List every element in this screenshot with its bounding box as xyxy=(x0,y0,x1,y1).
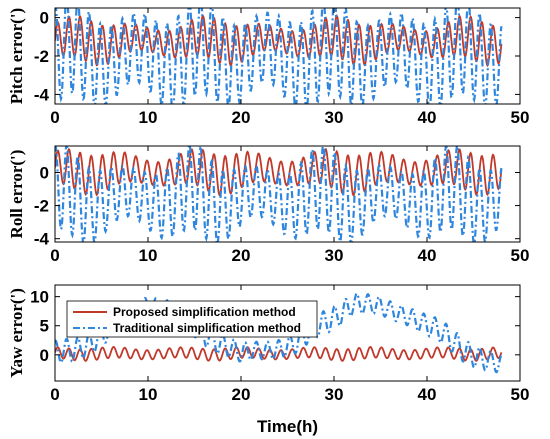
axes-frame xyxy=(54,284,521,382)
x-tick-label: 0 xyxy=(50,246,59,265)
series-line-proposed xyxy=(55,14,503,68)
y-tick-label: -2 xyxy=(34,47,49,66)
x-tick-label: 30 xyxy=(325,246,344,265)
x-tick-label: 0 xyxy=(50,385,59,404)
y-tick-label: 0 xyxy=(40,346,49,365)
y-axis-label: Pitch error(') xyxy=(7,8,26,104)
x-tick-label: 40 xyxy=(418,385,437,404)
x-tick-label: 20 xyxy=(232,385,251,404)
x-tick-label: 20 xyxy=(232,108,251,127)
y-axis-label: Roll error(') xyxy=(7,150,26,239)
x-tick-label: 40 xyxy=(418,246,437,265)
x-tick-label: 30 xyxy=(325,385,344,404)
y-tick-label: -4 xyxy=(34,230,50,249)
x-tick-label: 10 xyxy=(139,108,158,127)
x-axis-label: Time(h) xyxy=(257,417,318,436)
y-tick-label: 0 xyxy=(40,163,49,182)
y-tick-label: -2 xyxy=(34,197,49,216)
series-line-traditional xyxy=(55,8,503,104)
x-tick-label: 10 xyxy=(139,385,158,404)
panel-2: 0 10 20 30 40 50 0 -2 -4 Roll error(') xyxy=(7,145,530,265)
series-line-proposed xyxy=(55,345,503,362)
axes-frame xyxy=(54,145,521,243)
y-axis-label: Yaw error(') xyxy=(7,288,26,378)
y-tick-label: -4 xyxy=(34,85,50,104)
panel-1: 0 10 20 30 40 50 0 -2 -4 Pitch error(') xyxy=(7,7,530,127)
legend: Proposed simplification method Traditiona… xyxy=(66,300,318,338)
x-tick-label: 0 xyxy=(50,108,59,127)
y-tick-label: 0 xyxy=(40,9,49,28)
x-tick-label: 10 xyxy=(139,246,158,265)
legend-box xyxy=(66,300,318,338)
y-tick-label: 5 xyxy=(40,317,49,336)
legend-label: Proposed simplification method xyxy=(113,305,296,319)
x-tick-label: 40 xyxy=(418,108,437,127)
x-tick-label: 20 xyxy=(232,246,251,265)
x-tick-label: 50 xyxy=(511,246,530,265)
legend-label: Traditional simplification method xyxy=(113,321,301,335)
series-line-traditional xyxy=(55,146,503,242)
x-tick-label: 50 xyxy=(511,385,530,404)
x-tick-label: 30 xyxy=(325,108,344,127)
x-tick-label: 50 xyxy=(511,108,530,127)
y-tick-label: 10 xyxy=(30,288,49,307)
